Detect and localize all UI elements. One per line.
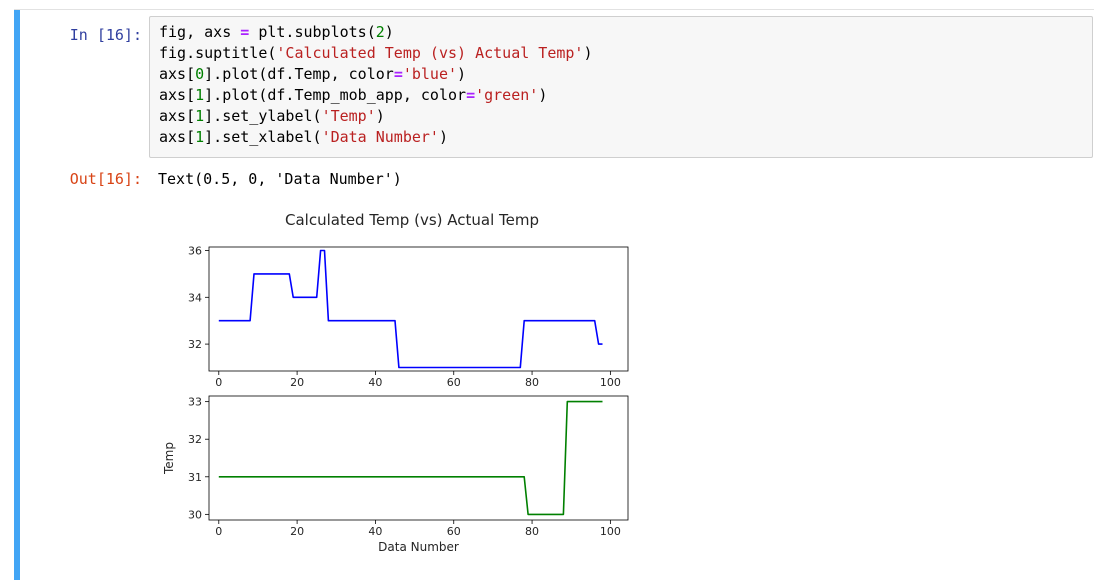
x-tick-label: 100 — [600, 376, 621, 389]
selected-cell-indicator — [14, 10, 20, 580]
x-tick-label: 100 — [600, 525, 621, 538]
figure-title: Calculated Temp (vs) Actual Temp — [285, 211, 539, 229]
top-divider — [14, 9, 1094, 10]
x-tick-label: 20 — [290, 525, 304, 538]
x-tick-label: 40 — [368, 376, 382, 389]
series-line — [218, 400, 603, 516]
subplot-bottom: 0 20 40 60 80 100 30 31 32 33 Data Number Temp — [162, 395, 629, 554]
output-prompt: Out[16]: — [69, 170, 142, 188]
x-tick-label: 80 — [525, 525, 539, 538]
x-tick-label: 80 — [525, 376, 539, 389]
y-tick-label: 34 — [188, 291, 202, 304]
x-tick-label: 0 — [215, 525, 222, 538]
matplotlib-figure: Calculated Temp (vs) Actual Temp 0 20 40 60… — [155, 200, 655, 570]
code-line: fig.suptitle('Calculated Temp (vs) Actua… — [159, 44, 593, 62]
code-line: axs[1].set_ylabel('Temp') — [159, 107, 385, 125]
series-line — [218, 249, 603, 369]
y-axis-label: Temp — [162, 442, 176, 475]
code-line: fig, axs = plt.subplots(2) — [159, 23, 394, 41]
input-prompt: In [16]: — [69, 26, 142, 44]
y-tick-label: 30 — [188, 508, 202, 521]
output-text: Text(0.5, 0, 'Data Number') — [158, 170, 402, 188]
y-tick-label: 32 — [188, 433, 202, 446]
y-tick-label: 33 — [188, 396, 202, 409]
y-tick-label: 31 — [188, 471, 202, 484]
y-tick-label: 32 — [188, 338, 202, 351]
code-line: axs[1].plot(df.Temp_mob_app, color='gree… — [159, 86, 548, 104]
figure-svg: Calculated Temp (vs) Actual Temp 0 20 40 60… — [162, 211, 629, 554]
x-tick-label: 60 — [447, 525, 461, 538]
x-axis-label: Data Number — [378, 540, 459, 554]
subplot-top: 0 20 40 60 80 100 32 34 36 — [188, 245, 629, 389]
x-tick-label: 0 — [215, 376, 222, 389]
axes-frame — [208, 395, 629, 521]
axes-frame — [208, 246, 629, 372]
code-line: axs[0].plot(df.Temp, color='blue') — [159, 65, 467, 83]
x-tick-label: 20 — [290, 376, 304, 389]
x-tick-label: 60 — [447, 376, 461, 389]
x-tick-label: 40 — [368, 525, 382, 538]
code-input-area[interactable]: fig, axs = plt.subplots(2) fig.suptitle(… — [149, 16, 1093, 158]
y-tick-label: 36 — [188, 245, 202, 258]
code-line: axs[1].set_xlabel('Data Number') — [159, 128, 448, 146]
code-editor[interactable]: fig, axs = plt.subplots(2) fig.suptitle(… — [159, 22, 592, 148]
